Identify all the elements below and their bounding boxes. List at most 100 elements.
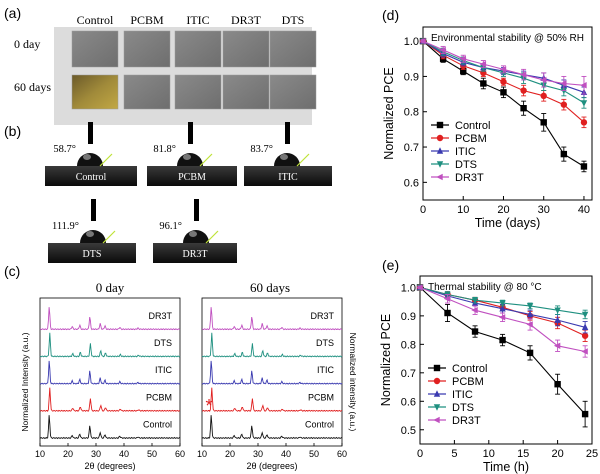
point-control (581, 410, 589, 418)
xrd-ylabel-right: Normalized intensity (a.u.) (348, 333, 358, 432)
legend-label-pcbm: PCBM (452, 376, 484, 388)
y-axis-label: Normalized PCE (379, 314, 393, 406)
substrate-dts (48, 243, 136, 263)
contact-angle-dts: 111.9° (52, 221, 79, 232)
legend-marker-control (433, 364, 441, 372)
xrd-xtick-label: 30 (91, 449, 101, 459)
point-dts (560, 87, 568, 95)
point-control (540, 119, 547, 126)
x-tick-label: 0 (417, 448, 423, 460)
row-label-60days: 60 days (14, 80, 51, 94)
xrd-xtick-label: 60 (175, 449, 185, 459)
panel-d: (d) 0 10 20 30 40 0.6 0.7 0.8 0.9 1.0 Time (days) N… (382, 7, 593, 230)
point-itic (554, 316, 561, 323)
y-tick-label: 0.8 (404, 107, 419, 119)
plot-frame (422, 26, 593, 201)
chart-environmental-stability: 0 10 20 30 40 0.6 0.7 0.8 0.9 1.0 Time (days) Norma… (382, 26, 593, 230)
droplet-control (77, 153, 103, 166)
xrd-trace-itic (39, 360, 181, 385)
needle-itic (285, 122, 290, 144)
xrd-trace-label-itic: ITIC (317, 365, 334, 375)
point-dts (526, 303, 534, 310)
point-dr3t (498, 314, 506, 321)
point-control (560, 150, 568, 158)
legend-marker-pcbm (436, 134, 444, 142)
film-label-itic: ITIC (186, 13, 209, 27)
droplet-dr3t (183, 230, 209, 243)
needle-dr3t (194, 199, 199, 221)
point-dr3t (553, 342, 561, 349)
point-control (554, 381, 561, 388)
xrd-trace-dr3t (39, 307, 181, 331)
xrd-trace-dts (201, 332, 343, 358)
tangent-line-itic (296, 153, 310, 167)
panel-c-label: (c) (4, 263, 20, 279)
panel-a-label: (a) (4, 5, 21, 21)
film-0day-dr3t (222, 30, 270, 68)
point-pcbm (581, 332, 589, 339)
y-tick-label: 0.6 (404, 177, 419, 189)
substrate-control (45, 166, 137, 186)
xrd-trace-pcbm (202, 387, 343, 412)
legend-label-dts: DTS (452, 402, 474, 414)
point-dr3t (540, 76, 547, 84)
panel-e-label: (e) (382, 257, 399, 273)
xrd-title-60days: 60 days (250, 280, 290, 295)
point-dr3t (519, 71, 527, 78)
series-line-control (422, 40, 585, 167)
droplet-highlight-dr3t (189, 231, 197, 237)
substrate-itic (244, 166, 332, 186)
xrd-trace-label-itic: ITIC (155, 365, 172, 375)
point-dr3t (560, 80, 567, 87)
legend-marker-itic (433, 390, 441, 397)
xrd-frame (39, 297, 181, 447)
needle-dts (91, 199, 96, 221)
tangent-line-dts (102, 230, 116, 244)
row-label-0day: 0 day (14, 37, 40, 51)
x-tick-label: 5 (451, 448, 457, 460)
film-label-dts: DTS (282, 13, 305, 27)
point-control (520, 105, 527, 112)
film-60days-dr3t (222, 74, 270, 110)
legend-label-itic: ITIC (455, 146, 476, 158)
panel-d-label: (d) (382, 7, 399, 23)
substrate-label-dr3t: DR3T (183, 249, 208, 260)
xrd-xtick-label: 30 (253, 449, 263, 459)
film-60days-itic (174, 74, 222, 110)
film-label-control: Control (77, 13, 114, 27)
point-dr3t (471, 306, 478, 314)
point-dr3t (526, 321, 533, 328)
film-0day-pcbm (123, 30, 171, 68)
substrate-label-control: Control (76, 172, 107, 183)
point-control (526, 349, 534, 357)
y-tick-label: 0.7 (401, 368, 416, 380)
x-tick-label: 20 (551, 448, 563, 460)
impurity-peak-marker: * (205, 396, 212, 416)
contact-angle-control: 58.7° (53, 144, 76, 155)
xrd-trace-label-dr3t: DR3T (148, 311, 172, 321)
y-tick-label: 0.7 (404, 142, 419, 154)
point-pcbm (520, 87, 527, 94)
y-tick-label: 0.9 (401, 311, 416, 323)
y-tick-label: 1.0 (401, 282, 416, 294)
film-0day-dts (269, 30, 317, 68)
x-tick-label: 15 (517, 448, 529, 460)
panel-b: (b) 58.7° Control 81.8° PCBM 83.7° ITIC 111.9°… (4, 122, 332, 263)
point-dts (499, 300, 506, 307)
point-control (499, 336, 506, 344)
xrd-plot-60days: 10 20 30 40 50 60 2θ (degrees) DR3T DTS ITIC PCBM C… (197, 297, 347, 471)
point-control (460, 67, 467, 75)
legend-label-dr3t: DR3T (455, 172, 484, 184)
xrd-trace-label-control: Control (305, 420, 334, 430)
plot-frame (419, 275, 593, 445)
y-tick-label: 0.9 (404, 71, 419, 83)
y-tick-label: 0.6 (401, 396, 416, 408)
film-60days-dts (269, 74, 317, 110)
x-tick-label: 40 (578, 204, 590, 216)
legend-label-itic: ITIC (452, 389, 473, 401)
point-dr3t (439, 46, 446, 54)
xrd-trace-dts (39, 332, 181, 358)
droplet-pcbm (177, 153, 203, 166)
film-0day-itic (174, 30, 222, 68)
xrd-plot-0day: 10 20 30 40 50 60 2θ (degrees) DR3T DTS ITIC PCBM C… (35, 297, 185, 471)
